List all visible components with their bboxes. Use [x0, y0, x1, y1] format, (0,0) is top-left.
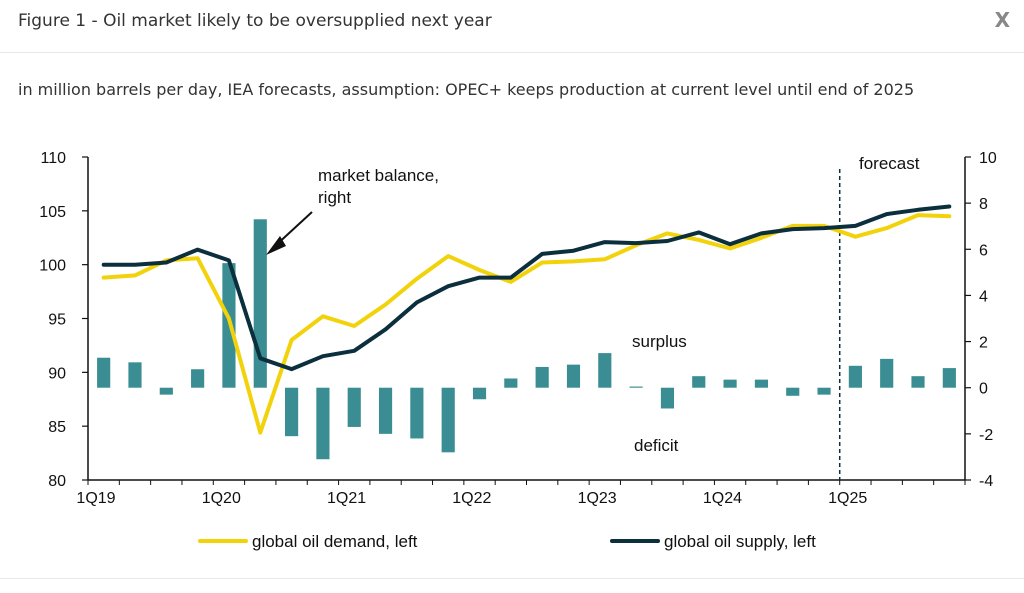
right-tick-label: 10 — [979, 150, 997, 167]
supply-line — [101, 204, 952, 372]
footer-divider — [0, 578, 1024, 579]
market-balance-bars — [97, 219, 956, 460]
legend-label-supply: global oil supply, left — [664, 532, 816, 551]
balance-bar-2Q24 — [754, 379, 768, 388]
balance-bar-4Q25 — [942, 368, 956, 388]
x-tick-label: 1Q19 — [76, 490, 115, 507]
balance-bar-1Q22 — [472, 387, 487, 400]
right-tick-label: 2 — [979, 335, 988, 352]
right-tick-label: -4 — [979, 473, 993, 490]
left-tick-label: 90 — [48, 365, 66, 382]
balance-bar-1Q21 — [347, 387, 361, 427]
legend-label-demand: global oil demand, left — [252, 532, 418, 551]
right-tick-label: 0 — [979, 381, 988, 398]
balance-bar-2Q22 — [504, 378, 518, 388]
balance-bar-1Q19 — [97, 357, 111, 388]
forecast-label: forecast — [859, 154, 920, 173]
balance-bar-2Q21 — [378, 387, 393, 434]
right-tick-label: 8 — [979, 196, 988, 213]
chart-lines — [101, 204, 952, 435]
balance-bar-3Q20 — [285, 387, 299, 437]
balance-bar-4Q21 — [441, 387, 455, 453]
right-tick-label: 4 — [979, 288, 988, 305]
balance-bar-1Q24 — [723, 379, 737, 388]
balance-bar-3Q21 — [410, 387, 424, 439]
balance-bar-3Q25 — [911, 376, 925, 388]
left-tick-label: 100 — [39, 258, 66, 275]
balance-bar-4Q22 — [566, 364, 581, 388]
balance-bar-4Q20 — [316, 387, 330, 460]
left-tick-label: 85 — [48, 419, 66, 436]
balance-bar-2Q20 — [253, 219, 267, 388]
figure-title: Figure 1 - Oil market likely to be overs… — [18, 11, 492, 31]
demand-line — [101, 213, 952, 435]
chart-axes: 80 85 90 95 100 105 110 -4 -2 0 2 4 6 8 10 1Q19 1Q20 1Q21… — [39, 150, 997, 507]
right-tick-label: -2 — [979, 427, 993, 444]
close-button[interactable]: X — [994, 8, 1010, 32]
balance-bar-3Q22 — [535, 366, 549, 388]
balance-bar-4Q19 — [191, 369, 205, 388]
left-tick-label: 80 — [48, 473, 66, 490]
chart-annotations: market balance, right forecast surplus defic… — [266, 154, 920, 455]
balance-bar-1Q25 — [848, 365, 862, 388]
annotation-arrow-head — [266, 236, 286, 255]
x-tick-label: 1Q21 — [327, 490, 366, 507]
left-tick-label: 95 — [48, 312, 66, 329]
balance-bar-2Q25 — [880, 358, 894, 388]
x-tick-label: 1Q22 — [452, 490, 491, 507]
right-tick-label: 6 — [979, 242, 988, 259]
chart-legend: global oil demand, left global oil supply… — [198, 532, 816, 551]
chart-subtitle: in million barrels per day, IEA forecast… — [18, 80, 915, 99]
left-tick-label: 110 — [40, 150, 66, 167]
balance-bar-3Q24 — [786, 387, 800, 396]
surplus-label: surplus — [632, 332, 687, 351]
market-balance-annotation-line1: market balance, — [318, 166, 439, 185]
balance-bar-4Q24 — [817, 387, 831, 395]
balance-bar-3Q23 — [660, 387, 675, 409]
balance-bar-1Q23 — [598, 353, 612, 388]
x-tick-label: 1Q25 — [828, 490, 867, 507]
x-tick-label: 1Q23 — [578, 490, 617, 507]
balance-bar-3Q19 — [159, 387, 173, 395]
left-tick-label: 105 — [39, 204, 66, 221]
balance-bar-2Q23 — [629, 386, 643, 388]
balance-bar-2Q19 — [128, 362, 142, 388]
balance-bar-4Q23 — [692, 376, 706, 388]
deficit-label: deficit — [634, 436, 679, 455]
x-tick-label: 1Q24 — [703, 490, 742, 507]
x-tick-label: 1Q20 — [202, 490, 241, 507]
figure-header: Figure 1 - Oil market likely to be overs… — [0, 0, 1024, 53]
market-balance-annotation-line2: right — [318, 188, 351, 207]
